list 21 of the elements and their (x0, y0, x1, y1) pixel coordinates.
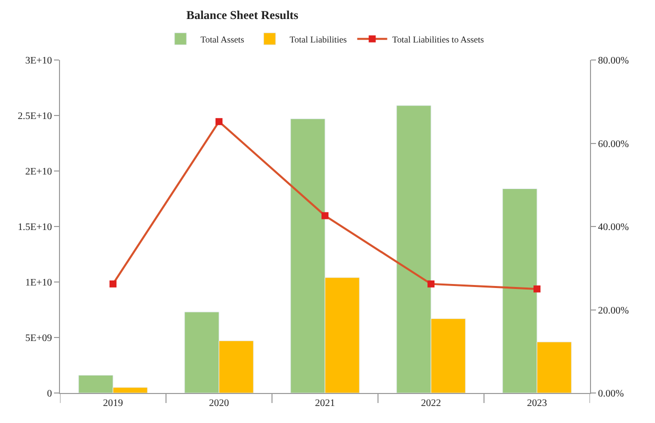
legend-label: Total Liabilities to Assets (392, 34, 484, 44)
y-tick-label: 1E+10 (25, 278, 52, 288)
y2-tick-label: 0.00% (598, 388, 624, 400)
y-tick-label: 2E+10 (25, 166, 52, 178)
y2-tick-label: 60.00% (598, 138, 629, 150)
x-tick-label: 2021 (315, 398, 335, 409)
x-tick-label: 2023 (527, 398, 547, 409)
x-tick-label: 2022 (421, 398, 441, 409)
y2-tick-label: 40.00% (598, 222, 629, 233)
y2-tick-label: 80.00% (598, 56, 629, 66)
y-tick-label: 3E+10 (25, 56, 52, 66)
y-tick-label: 1.5E+10 (18, 222, 52, 233)
x-tick-label: 2020 (209, 398, 229, 409)
x-tick-label: 2019 (103, 398, 123, 409)
y2-tick-label: 20.00% (598, 305, 629, 316)
legend-label: Total Liabilities (290, 34, 348, 44)
y-tick-label: 0 (47, 388, 52, 400)
y-tick-label: 2.5E+10 (18, 111, 52, 122)
chart-title: Balance Sheet Results (186, 8, 299, 22)
y-tick-label: 5E+09 (25, 333, 52, 344)
legend-label: Total Assets (200, 34, 245, 44)
